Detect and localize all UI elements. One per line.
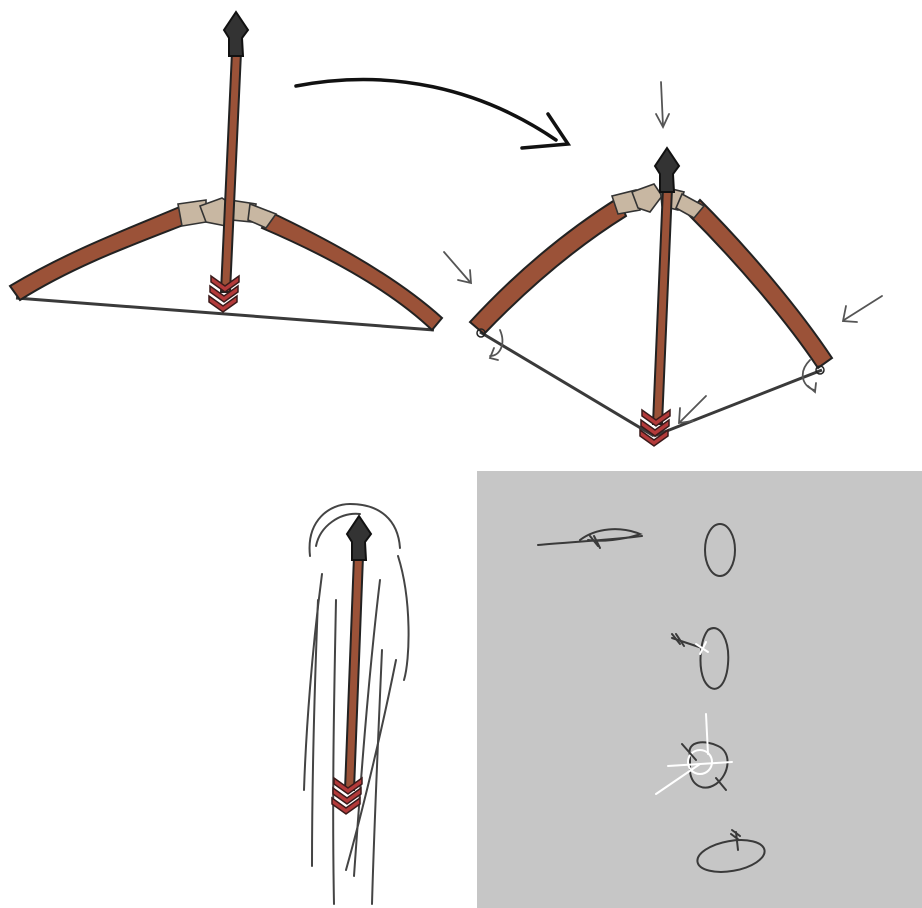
arrow-nocked-drawn: [639, 146, 681, 447]
arrow-shaft: [219, 51, 243, 293]
limb-tip-right-icon: [815, 365, 825, 375]
arrow-in-flight: [331, 514, 373, 815]
arrow-shaft: [651, 187, 674, 425]
bowstring-drawn-left: [479, 330, 655, 438]
bowstring-rest: [15, 296, 435, 332]
arrowhead-icon: [222, 10, 250, 57]
rotate-arrow-icon: [801, 359, 817, 394]
bowstring-drawn-right: [653, 368, 823, 438]
target-icon: [696, 839, 766, 873]
arrow-nocked-rest: [208, 10, 250, 313]
transition-arrow-icon: [294, 77, 572, 150]
bow-limb-right: [686, 198, 834, 370]
bow-limb-left: [8, 204, 188, 302]
arrow-shaft: [343, 555, 365, 791]
diagonal-arrow-icon: [678, 395, 707, 425]
arrowhead-icon: [345, 514, 373, 561]
impact-sequence-panel: [477, 471, 922, 908]
panel-background: [477, 471, 922, 908]
bow-drawn: [468, 146, 834, 447]
diagonal-arrow-icon: [841, 295, 883, 323]
impact-frame-flying: [537, 523, 736, 577]
bow-grip-wrap: [610, 183, 706, 220]
rotate-arrow-icon: [488, 329, 504, 361]
arrow-flight-trail: [303, 502, 410, 905]
target-icon: [704, 523, 736, 577]
impact-frame-landed: [696, 829, 766, 873]
impact-frame-hit: [671, 627, 730, 690]
limb-tip-left-icon: [476, 328, 486, 338]
bow-limb-left: [468, 196, 628, 336]
diagonal-arrow-icon: [443, 251, 472, 285]
bow-at-rest: [8, 10, 444, 332]
arrowhead-icon: [653, 146, 681, 193]
bow-limb-right: [260, 210, 444, 332]
motion-arrows: [443, 81, 883, 425]
down-arrow-icon: [655, 81, 670, 130]
impact-frame-burst: [655, 713, 733, 795]
